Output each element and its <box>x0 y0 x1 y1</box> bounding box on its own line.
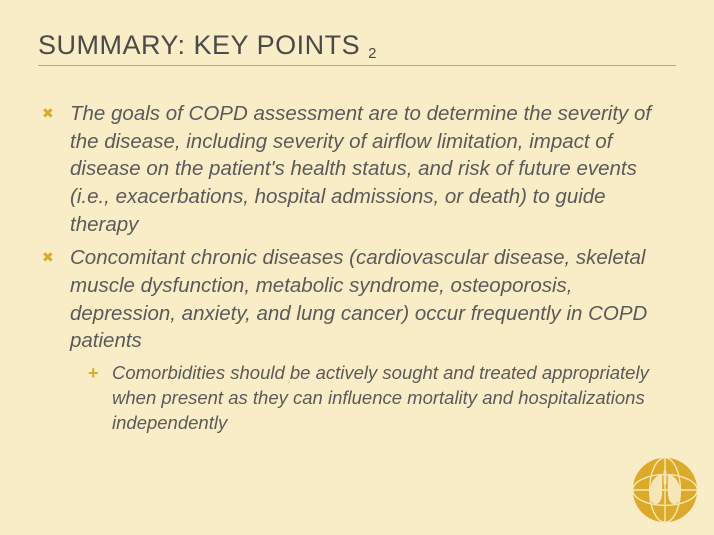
bullet-item: Concomitant chronic diseases (cardiovasc… <box>38 244 676 436</box>
bullet-item: The goals of COPD assessment are to dete… <box>38 100 676 238</box>
slide-content: SUMMARY: KEY POINTS 2 The goals of COPD … <box>0 0 714 436</box>
bullet-text: Concomitant chronic diseases (cardiovasc… <box>70 246 647 352</box>
bullet-text: The goals of COPD assessment are to dete… <box>70 102 651 236</box>
slide-title: SUMMARY: KEY POINTS 2 <box>38 30 676 61</box>
title-subscript: 2 <box>368 45 377 62</box>
bullet-list: The goals of COPD assessment are to dete… <box>38 100 676 436</box>
title-text: SUMMARY: KEY POINTS <box>38 30 360 60</box>
sub-bullet-text: Comorbidities should be actively sought … <box>112 362 649 433</box>
sub-bullet-item: Comorbidities should be actively sought … <box>82 361 676 436</box>
globe-lungs-logo-icon <box>630 455 700 525</box>
sub-bullet-list: Comorbidities should be actively sought … <box>70 361 676 436</box>
title-rule <box>38 65 676 66</box>
